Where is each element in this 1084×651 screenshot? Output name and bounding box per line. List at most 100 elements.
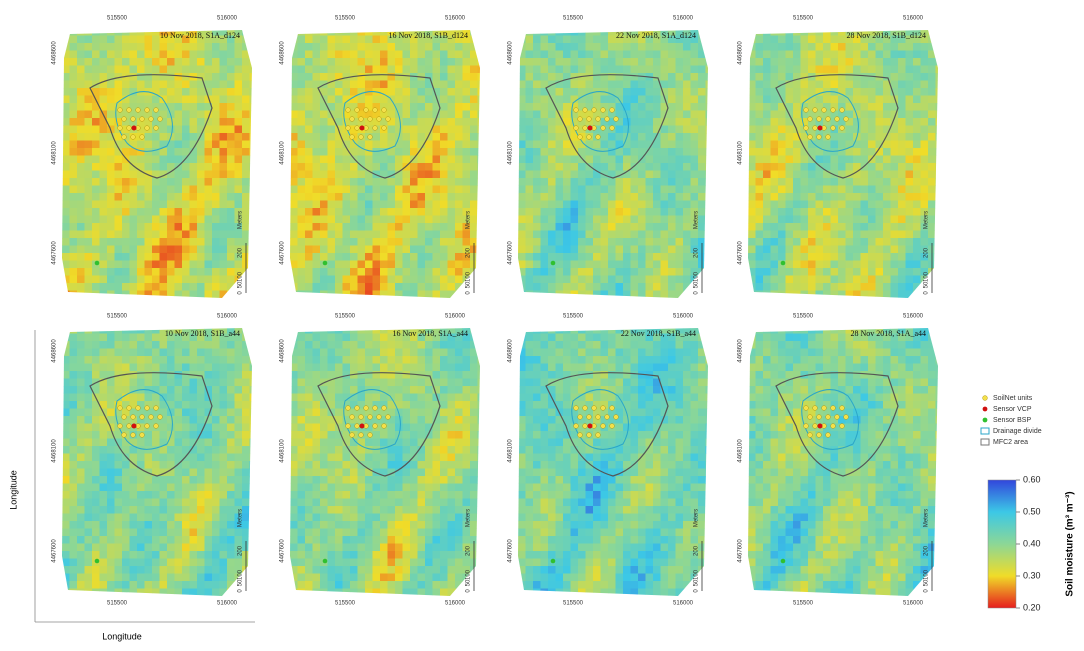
moisture-cell [417,88,426,96]
soilnet-unit [812,107,818,113]
moisture-cell [137,356,145,364]
moisture-cell [410,73,418,81]
moisture-cell [868,148,876,156]
moisture-cell [890,193,899,201]
moisture-cell [770,50,779,59]
moisture-cell [748,170,756,179]
moisture-cell [883,245,891,254]
moisture-cell [69,551,78,559]
moisture-cell [533,155,541,164]
moisture-cell [608,148,616,156]
moisture-cell [249,408,252,417]
moisture-cell [84,148,93,156]
moisture-cell [197,283,205,291]
moisture-cell [114,551,123,559]
moisture-cell [630,80,639,89]
moisture-cell [793,43,801,51]
moisture-cell [159,268,168,276]
moisture-cell [69,581,78,589]
moisture-cell [785,148,794,156]
moisture-cell [578,43,586,51]
moisture-cell [668,148,676,156]
moisture-cell [402,125,411,134]
moisture-cell [898,238,906,246]
moisture-cell [99,521,108,529]
moisture-cell [380,30,388,36]
moisture-cell [242,328,250,334]
moisture-cell [159,245,168,254]
moisture-cell [585,245,594,254]
moisture-raster [62,328,252,596]
moisture-cell [800,88,809,96]
moisture-cell [770,95,779,104]
moisture-cell [748,125,756,134]
moisture-cell [935,260,938,269]
moisture-cell [525,260,534,269]
moisture-cell [935,185,938,194]
moisture-cell [77,268,85,276]
moisture-cell [204,528,213,537]
scale-unit: Meters [238,211,244,229]
moisture-cell [189,80,198,89]
moisture-cell [410,80,418,89]
moisture-cell [234,498,243,507]
moisture-cell [204,30,213,36]
moisture-cell [290,103,298,111]
moisture-cell [357,118,366,126]
moisture-cell [600,58,609,66]
moisture-cell [470,230,478,239]
moisture-cell [668,215,676,224]
moisture-cell [159,43,168,51]
moisture-cell [137,43,145,51]
moisture-cell [883,50,891,59]
moisture-cell [432,125,441,134]
moisture-cell [808,283,816,291]
moisture-cell [410,290,418,298]
moisture-cell [234,223,243,231]
moisture-cell [600,223,609,231]
moisture-cell [219,341,228,349]
moisture-cell [462,260,471,269]
moisture-cell [793,50,801,59]
moisture-cell [212,416,220,424]
moisture-cell [320,148,328,156]
moisture-cell [905,58,914,66]
moisture-cell [533,200,541,209]
moisture-cell [477,125,480,134]
moisture-cell [212,215,220,224]
moisture-cell [189,230,198,239]
moisture-cell [84,438,93,447]
moisture-cell [755,103,764,111]
moisture-cell [77,416,85,424]
moisture-cell [137,35,145,44]
moisture-raster [62,30,252,298]
moisture-cell [838,50,846,59]
moisture-cell [935,268,938,276]
moisture-cell [182,378,190,387]
moisture-cell [350,230,358,239]
moisture-cell [525,185,534,194]
soilnet-unit [126,405,132,411]
moisture-cell [913,103,921,111]
moisture-cell [455,163,463,171]
moisture-cell [600,148,609,156]
moisture-cell [320,238,328,246]
moisture-cell [555,140,564,149]
moisture-cell [99,58,108,66]
moisture-cell [174,178,183,186]
moisture-cell [122,50,130,59]
moisture-cell [630,230,639,239]
moisture-cell [477,133,480,141]
moisture-cell [868,253,876,261]
moisture-cell [432,140,441,149]
moisture-cell [608,140,616,149]
moisture-cell [698,80,706,89]
moisture-cell [365,73,373,81]
soilnet-unit [144,125,150,131]
moisture-cell [935,103,938,111]
moisture-cell [875,245,884,254]
moisture-cell [533,80,541,89]
moisture-cell [425,50,433,59]
moisture-cell [470,178,478,186]
moisture-cell [548,275,556,284]
